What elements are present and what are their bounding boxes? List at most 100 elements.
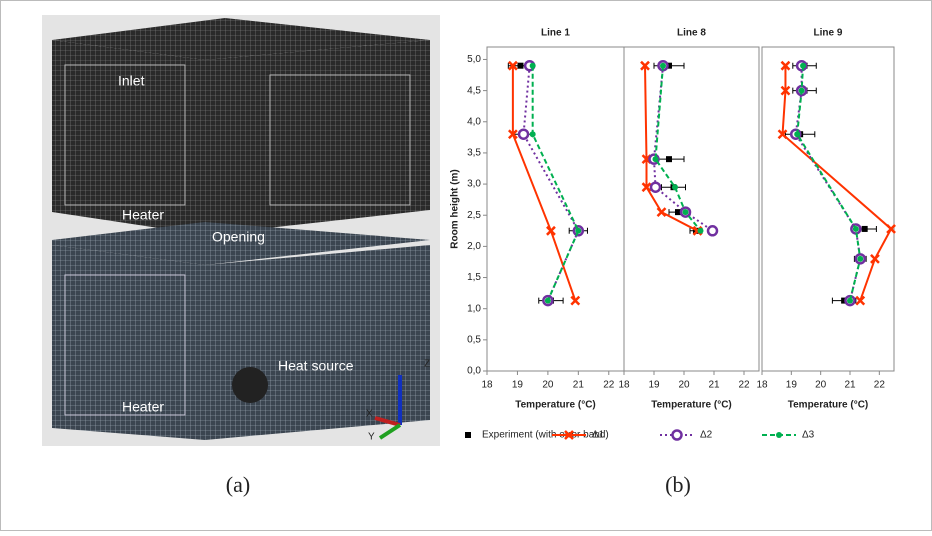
delta3-point <box>682 209 689 216</box>
x-tick-label: 21 <box>573 380 585 391</box>
x-tick-label: 20 <box>815 380 827 391</box>
legend-item: Δ3 <box>762 430 815 441</box>
y-tick-label: 3,5 <box>467 148 481 159</box>
legend-label: Δ1 <box>592 430 605 441</box>
delta3-point <box>529 62 536 69</box>
image-label: Heater <box>122 207 164 223</box>
delta3-point <box>575 227 582 234</box>
series-line <box>796 65 862 301</box>
image-label: Heater <box>122 399 164 415</box>
y-tick-label: 2,0 <box>467 241 481 252</box>
delta2-point <box>706 225 719 237</box>
delta3-point <box>529 131 536 138</box>
y-tick-label: 0,5 <box>467 334 481 345</box>
delta3-point <box>652 156 659 163</box>
delta2-point <box>517 128 530 140</box>
legend-item: Δ1 <box>552 430 605 441</box>
x-axis-label: Temperature (°C) <box>651 400 732 411</box>
legend-item: Experiment (with error band) <box>465 430 609 441</box>
image-label: Heat source <box>278 358 354 374</box>
delta1-point <box>780 85 791 96</box>
x-tick-label: 20 <box>542 380 554 391</box>
delta3-point <box>847 297 853 304</box>
x-tick-label: 18 <box>618 380 630 391</box>
image-label: Opening <box>212 229 265 245</box>
y-tick-label: 2,5 <box>467 210 481 221</box>
delta2-point <box>649 181 662 193</box>
experiment-point <box>861 225 868 232</box>
x-tick-label: 20 <box>678 380 690 391</box>
delta1-point <box>656 207 667 217</box>
delta1-point <box>507 60 518 71</box>
x-tick-label: 19 <box>786 380 798 391</box>
delta1-point <box>855 295 866 306</box>
axis-label: Z <box>424 359 430 370</box>
delta3-point <box>798 87 805 94</box>
mesh-image <box>42 15 440 446</box>
plot-frame <box>761 46 895 372</box>
y-tick-label: 4,0 <box>467 116 481 127</box>
delta2-point <box>671 429 683 441</box>
x-tick-label: 22 <box>874 380 886 391</box>
y-tick-label: 0,0 <box>467 366 481 377</box>
legend-label: Δ3 <box>802 430 815 441</box>
delta3-point <box>660 62 666 69</box>
caption: (a) <box>226 472 250 497</box>
experiment-point <box>841 297 848 304</box>
x-tick-label: 21 <box>844 380 856 391</box>
delta1-point <box>546 225 556 236</box>
y-tick-label: 5,0 <box>467 54 481 65</box>
delta3-point <box>776 432 782 438</box>
image-label: Inlet <box>118 73 145 89</box>
experiment-point <box>517 62 524 69</box>
x-tick-label: 22 <box>738 380 750 391</box>
legend-label: Δ2 <box>700 430 713 441</box>
delta1-point <box>570 295 581 306</box>
charts: Line 1 Temperature (°C) 18 19 20 21 22 0,0 0,5 1,… <box>450 28 896 441</box>
x-tick-label: 19 <box>512 380 524 391</box>
delta3-point <box>800 62 807 69</box>
x-tick-label: 19 <box>648 380 660 391</box>
panel-title: Line 1 <box>541 28 570 39</box>
experiment-point <box>666 156 672 163</box>
delta1-point <box>777 129 788 140</box>
delta1-point <box>507 129 518 140</box>
x-axis-label: Temperature (°C) <box>515 400 596 411</box>
delta3-point <box>857 255 864 262</box>
delta1-point <box>780 60 791 71</box>
y-axis-label: Room height (m) <box>450 169 461 248</box>
axis-triad <box>374 375 402 440</box>
y-tick-label: 1,0 <box>467 303 481 314</box>
panel-title: Line 9 <box>814 28 843 39</box>
series-line <box>781 65 893 301</box>
y-tick-label: 3,0 <box>467 179 481 190</box>
y-tick-label: 1,5 <box>467 272 481 283</box>
experiment-point <box>675 209 681 216</box>
x-axis-label: Temperature (°C) <box>788 400 869 411</box>
legend-swatch <box>465 432 471 438</box>
delta1-point <box>640 60 650 71</box>
y-tick-label: 4,5 <box>467 85 481 96</box>
delta3-point <box>544 297 551 304</box>
x-tick-label: 22 <box>603 380 615 391</box>
delta1-point <box>886 224 896 234</box>
delta1-point <box>870 253 880 264</box>
series-line <box>511 65 577 301</box>
delta3-point <box>794 131 801 138</box>
experiment-point <box>666 62 672 69</box>
x-tick-label: 18 <box>756 380 768 391</box>
axis-label: X <box>366 409 373 420</box>
x-tick-label: 21 <box>708 380 720 391</box>
delta3-point <box>697 227 704 234</box>
legend-item: Δ2 <box>660 429 713 441</box>
caption: (b) <box>665 472 691 497</box>
panel-title: Line 8 <box>677 28 706 39</box>
x-tick-label: 18 <box>481 380 493 391</box>
delta1-point <box>564 430 574 440</box>
series-line <box>531 65 580 301</box>
delta1-point <box>641 182 652 193</box>
legend-label: Experiment (with error band) <box>482 430 609 441</box>
axis-label: Y <box>368 432 375 443</box>
series-line <box>654 65 702 232</box>
delta3-point <box>852 225 859 232</box>
